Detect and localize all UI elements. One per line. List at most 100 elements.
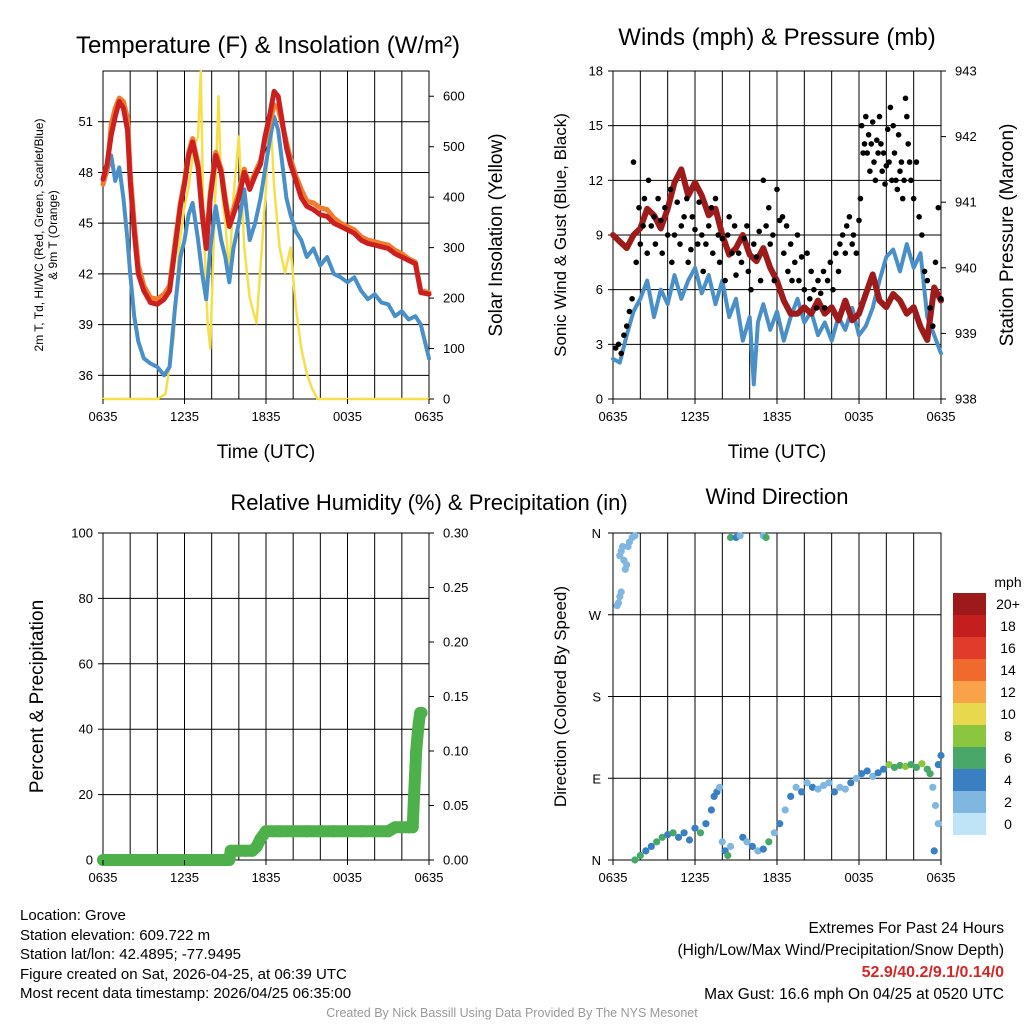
- gust-point: [849, 241, 855, 247]
- legend-label: 14: [1000, 662, 1016, 678]
- right-tick-label-rh: 0.00: [443, 853, 468, 868]
- y-tick-label-rh: 100: [71, 526, 93, 541]
- gust-point: [808, 268, 814, 275]
- gust-point: [924, 277, 931, 284]
- chart-title-winds: Winds (mph) & Pressure (mb): [618, 24, 935, 51]
- gust-point: [760, 177, 767, 184]
- gust-point: [857, 195, 864, 202]
- direction-point: [929, 783, 937, 791]
- gust-point: [820, 268, 827, 275]
- direction-point: [631, 532, 639, 540]
- right-tick-label-wind: 940: [955, 260, 977, 275]
- right-tick-label-temp: 200: [443, 291, 465, 306]
- legend-swatch: [953, 593, 986, 615]
- direction-point: [691, 824, 699, 832]
- right-tick-label-temp: 300: [443, 240, 465, 255]
- gust-point: [913, 159, 920, 165]
- gust-point: [783, 223, 790, 229]
- direction-point: [647, 842, 655, 851]
- direction-point: [658, 833, 666, 841]
- x-tick-label-rh: 0635: [415, 870, 444, 885]
- gust-point: [894, 186, 901, 193]
- gust-point: [674, 199, 680, 205]
- y-tick-label-temp: 51: [79, 114, 93, 129]
- right-tick-label-temp: 0: [443, 392, 450, 407]
- gust-point: [935, 204, 942, 211]
- gust-point: [712, 195, 719, 202]
- gust-point: [839, 232, 846, 238]
- direction-point: [847, 779, 855, 787]
- station-info: Location: Grove Station elevation: 609.7…: [20, 906, 351, 1004]
- gust-point: [744, 223, 750, 229]
- direction-point: [934, 820, 942, 828]
- direction-point: [808, 783, 817, 791]
- x-tick-label-dir: 0635: [927, 870, 956, 885]
- x-tick-label-wind: 1235: [681, 409, 710, 424]
- legend-label: 10: [1000, 706, 1016, 722]
- direction-point: [685, 836, 694, 844]
- gust-point: [905, 141, 911, 147]
- gust-point: [815, 277, 821, 284]
- y-tick-label-rh: 40: [79, 722, 93, 737]
- legend-swatch: [953, 747, 986, 769]
- gust-point: [652, 241, 659, 247]
- direction-point: [718, 838, 726, 846]
- y-tick-label-rh: 80: [79, 591, 93, 606]
- gust-point: [671, 232, 678, 238]
- direction-point: [934, 761, 942, 769]
- direction-point: [803, 779, 811, 787]
- y-tick-label-temp: 45: [79, 216, 93, 231]
- right-tick-label-rh: 0.05: [443, 798, 468, 813]
- x-tick-label-dir: 1235: [681, 870, 710, 885]
- y-tick-label-dir: N: [592, 853, 601, 868]
- gust-point: [644, 250, 650, 256]
- gust-point: [850, 232, 857, 238]
- gust-point: [930, 323, 936, 329]
- x-tick-label-dir: 0635: [599, 870, 628, 885]
- gust-point: [623, 323, 630, 329]
- direction-point: [918, 760, 926, 768]
- right-tick-label-temp: 600: [443, 89, 465, 104]
- right-tick-label-wind: 941: [955, 195, 977, 210]
- series-line-precipitation: [97, 706, 428, 866]
- legend-swatch: [953, 681, 986, 703]
- gust-point: [872, 177, 879, 184]
- right-tick-label-rh: 0.25: [443, 580, 468, 595]
- gust-point: [824, 277, 831, 284]
- y-tick-label-dir: N: [592, 526, 601, 541]
- right-tick-label-wind: 943: [955, 64, 977, 79]
- location-text: Location: Grove: [20, 907, 126, 924]
- legend-swatch: [953, 615, 986, 637]
- gust-point: [884, 126, 891, 133]
- direction-point: [931, 801, 940, 810]
- direction-point: [787, 792, 795, 801]
- legend-swatch: [953, 813, 986, 835]
- gust-point: [731, 223, 738, 229]
- extremes-subtitle: (High/Low/Max Wind/Precipitation/Snow De…: [677, 942, 1005, 959]
- gust-point: [932, 259, 939, 266]
- direction-point: [669, 829, 677, 837]
- direction-point: [781, 806, 789, 814]
- gust-point: [887, 104, 894, 111]
- direction-point: [858, 770, 866, 778]
- direction-point: [770, 829, 778, 837]
- gust-point: [725, 232, 731, 238]
- gust-point: [684, 195, 690, 202]
- gust-point: [781, 250, 787, 256]
- gust-point: [938, 296, 944, 302]
- x-tick-label-dir: 0035: [845, 870, 874, 885]
- gust-point: [804, 250, 810, 256]
- x-tick-label-wind: 0035: [845, 409, 874, 424]
- gust-point: [882, 181, 888, 187]
- gust-point: [699, 232, 705, 238]
- x-tick-label-rh: 0635: [89, 870, 118, 885]
- y-axis-label-temp-line1: 2m T, Td, HI/WC (Red, Green, Scarlet/Blu…: [32, 119, 46, 352]
- extremes-title: Extremes For Past 24 Hours: [808, 920, 1004, 937]
- series-line-wind-chill: [101, 114, 431, 378]
- gust-point: [645, 177, 652, 184]
- legend-label: 6: [1004, 750, 1012, 766]
- gust-point: [871, 159, 877, 165]
- gust-point: [846, 214, 853, 220]
- gust-point: [868, 141, 875, 147]
